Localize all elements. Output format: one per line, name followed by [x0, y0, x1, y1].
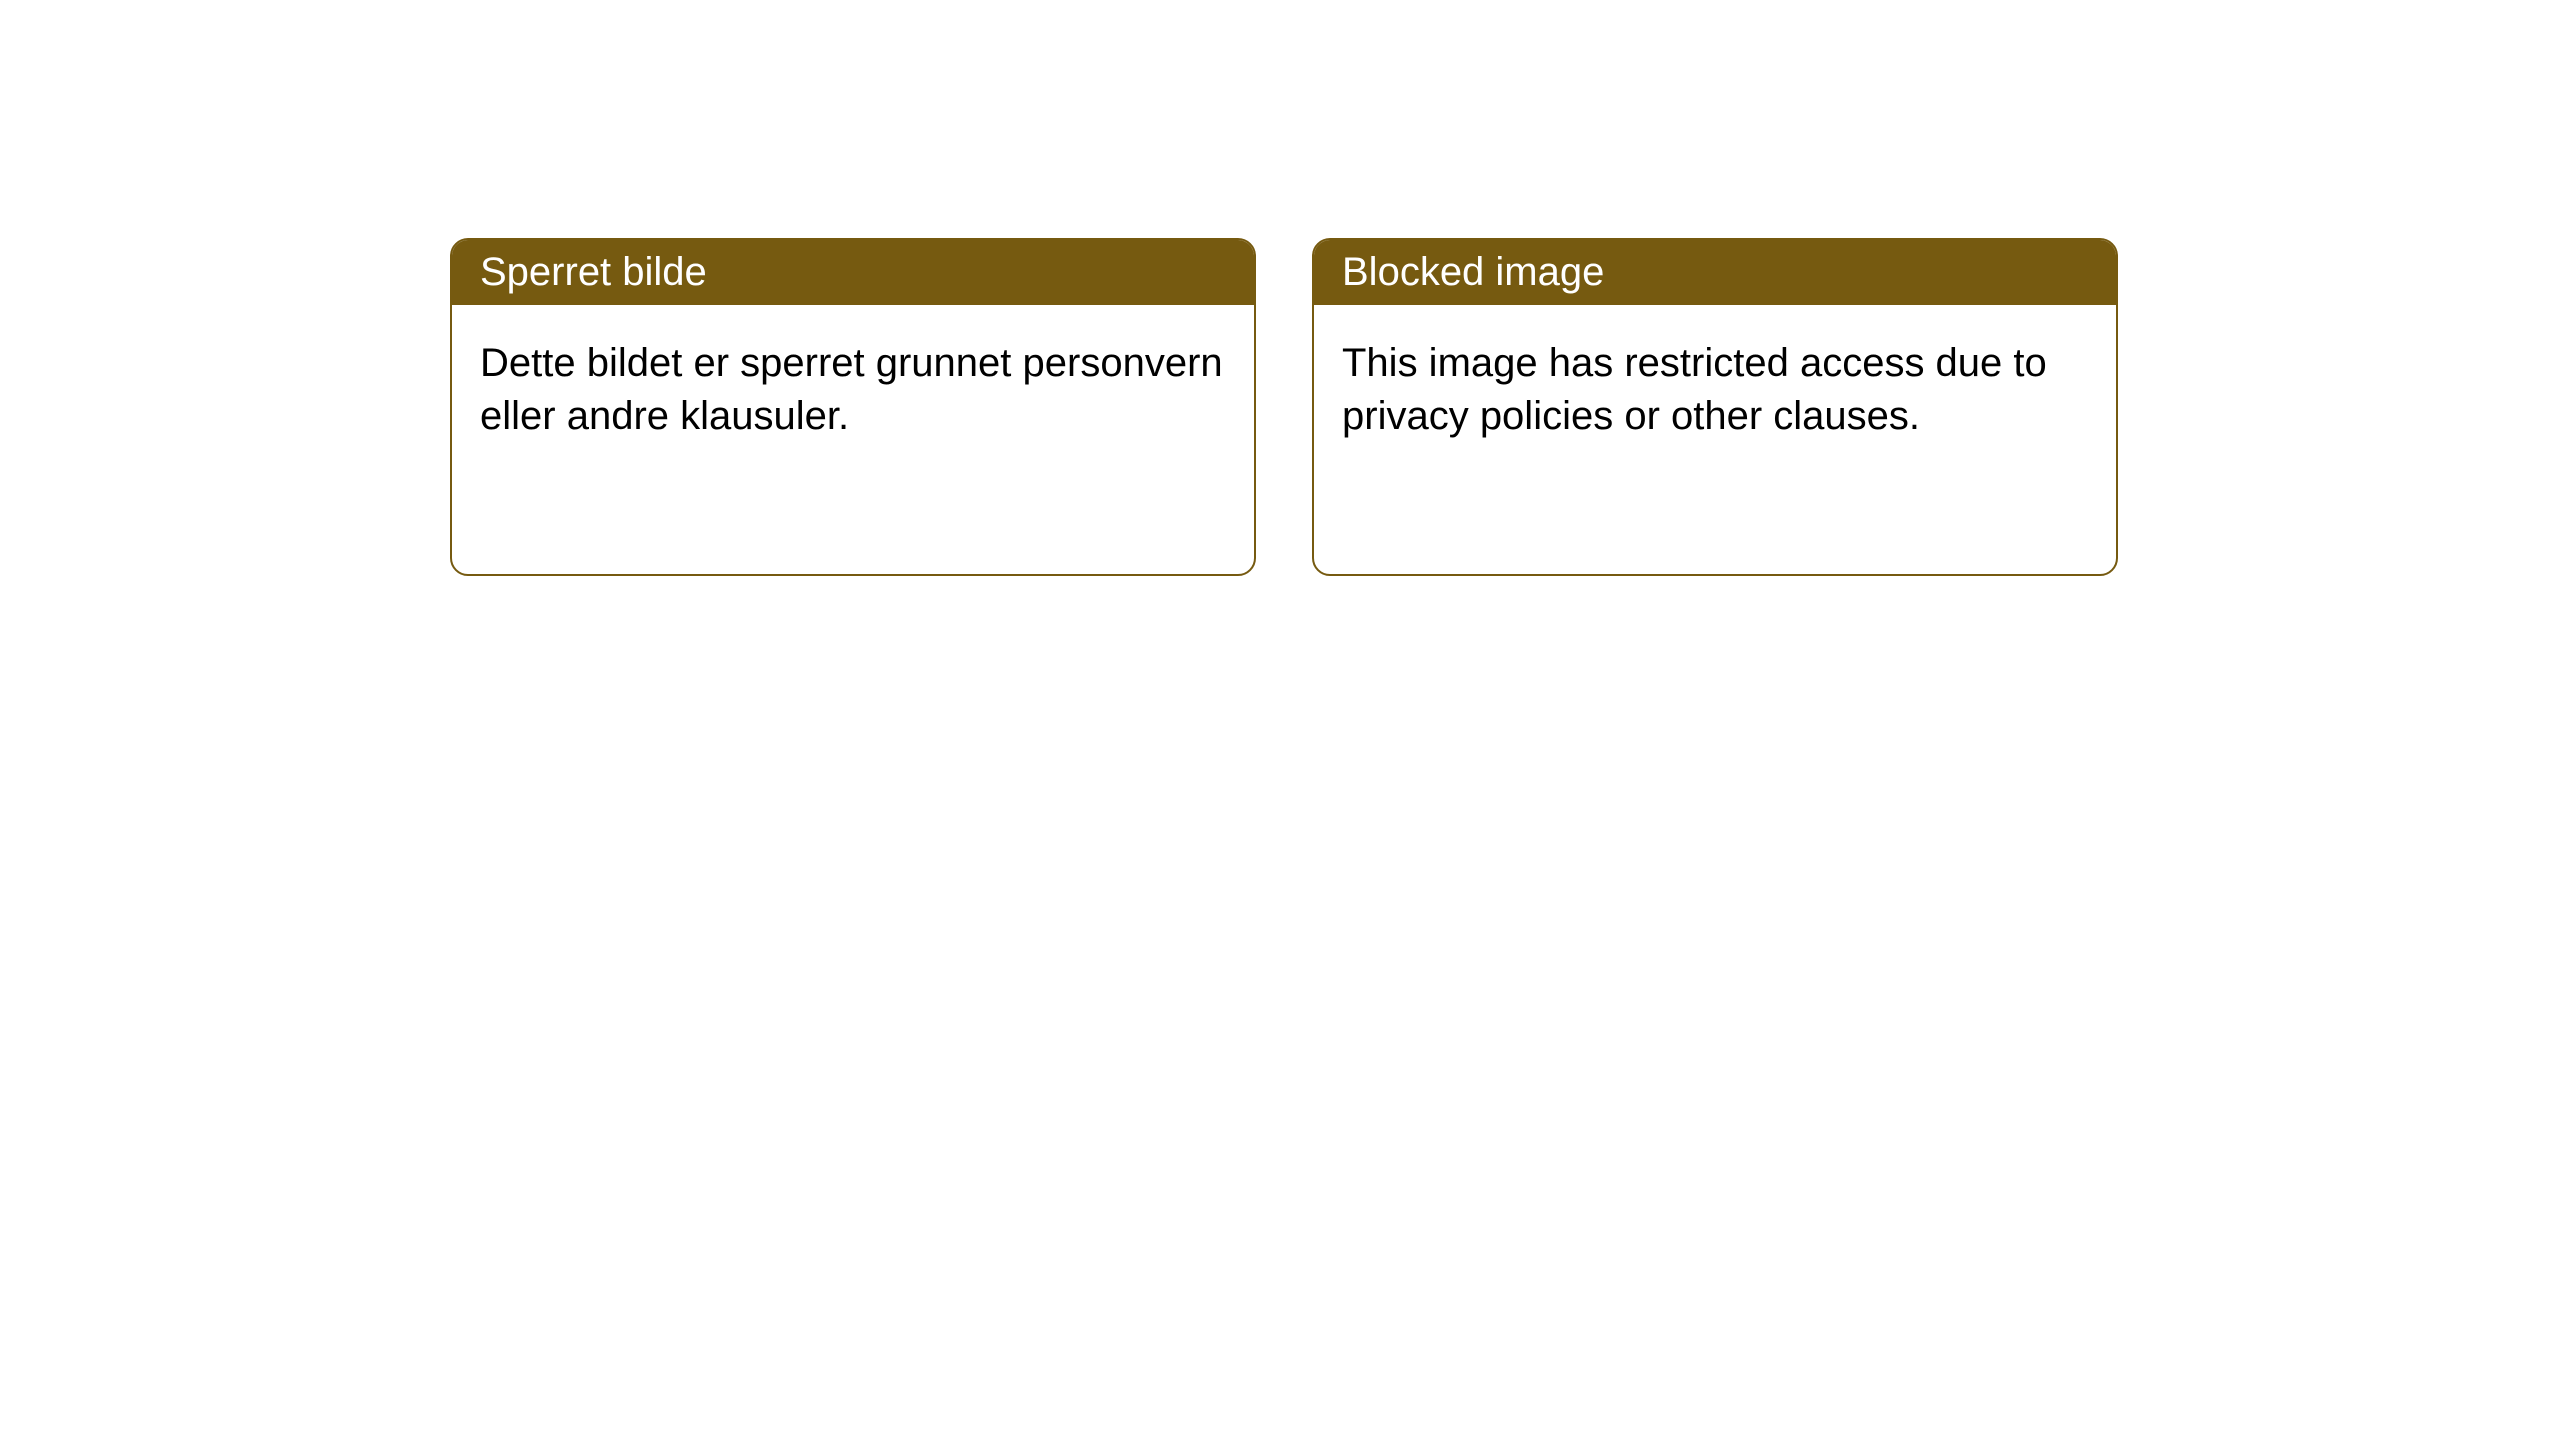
card-body-text: Dette bildet er sperret grunnet personve… — [480, 341, 1223, 438]
card-title: Sperret bilde — [480, 250, 707, 294]
notice-card-english: Blocked image This image has restricted … — [1312, 238, 2118, 576]
card-title: Blocked image — [1342, 250, 1604, 294]
card-body: This image has restricted access due to … — [1314, 305, 2116, 475]
notice-card-norwegian: Sperret bilde Dette bildet er sperret gr… — [450, 238, 1256, 576]
card-header: Blocked image — [1314, 240, 2116, 305]
notice-container: Sperret bilde Dette bildet er sperret gr… — [450, 238, 2118, 576]
card-body: Dette bildet er sperret grunnet personve… — [452, 305, 1254, 475]
card-body-text: This image has restricted access due to … — [1342, 341, 2047, 438]
card-header: Sperret bilde — [452, 240, 1254, 305]
